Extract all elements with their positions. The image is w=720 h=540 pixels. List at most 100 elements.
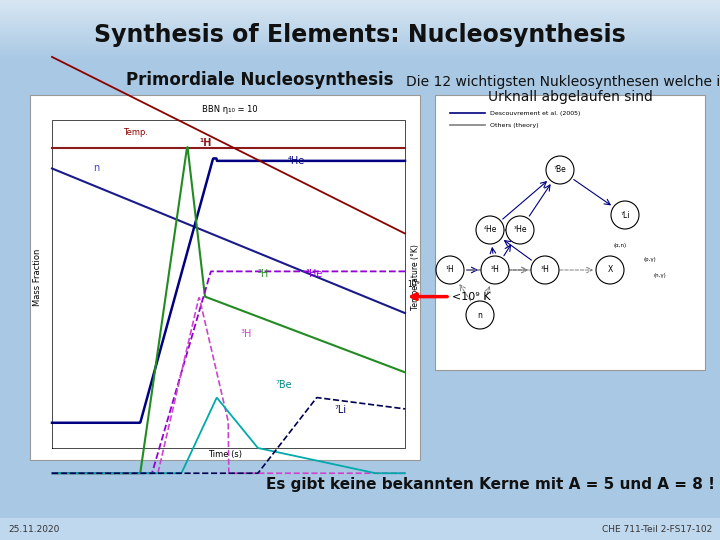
Text: (p,γ): (p,γ) [644,258,657,262]
Bar [0,11,720,12]
Bar [0,47,720,48]
Bar [0,52,720,53]
Bar [0,54,720,55]
Bar [0,10,720,11]
Bar [0,6,720,7]
Text: Temperature (°K): Temperature (°K) [410,245,420,310]
Circle shape [436,256,464,284]
Circle shape [481,256,509,284]
Text: ⁷Li: ⁷Li [334,405,346,415]
Bar [0,33,720,34]
Bar [0,16,720,17]
Text: <10⁹ K: <10⁹ K [452,292,490,302]
Text: 25.11.2020: 25.11.2020 [8,524,59,534]
Bar [0,2,720,3]
Bar [0,36,720,37]
Bar [0,23,720,24]
Text: ²H: ²H [490,266,500,274]
Bar [0,26,720,27]
Text: ⁷Be: ⁷Be [554,165,567,174]
Bar [0,518,720,540]
Text: Temp.: Temp. [122,128,148,137]
Bar [0,14,720,15]
Bar [0,4,720,5]
Bar [0,13,720,14]
Text: ²H: ²H [258,269,269,279]
Bar [0,40,720,41]
Text: ⁷Be: ⁷Be [276,380,292,390]
Bar [0,44,720,45]
Text: ⁴He: ⁴He [483,226,497,234]
Bar [435,95,705,370]
Bar [0,49,720,50]
Bar [0,50,720,51]
Text: n: n [93,163,99,173]
Bar [0,58,720,59]
Bar [0,35,720,36]
Bar [0,41,720,42]
Bar [0,21,720,22]
Text: Time (s): Time (s) [208,450,242,460]
Bar [0,31,720,32]
Bar [0,0,720,1]
Text: ⁴He: ⁴He [287,156,305,166]
Bar [0,53,720,54]
Text: ³He: ³He [513,226,527,234]
Bar [0,57,720,58]
Bar [0,30,720,31]
Bar [30,95,420,460]
Bar [0,1,720,2]
Text: Urknall abgelaufen sind: Urknall abgelaufen sind [487,90,652,104]
Text: Es gibt keine bekannten Kerne mit A = 5 und A = 8 !: Es gibt keine bekannten Kerne mit A = 5 … [266,477,714,492]
Bar [0,3,720,4]
Circle shape [466,301,494,329]
Bar [0,45,720,46]
Bar [0,34,720,35]
Bar [0,7,720,8]
Bar [0,42,720,43]
Text: Primordiale Nucleosynthesis: Primordiale Nucleosynthesis [126,71,394,89]
Text: ⁷Li: ⁷Li [620,211,630,219]
Text: X: X [608,266,613,274]
Bar [0,12,720,13]
Text: Others (theory): Others (theory) [490,123,539,127]
Circle shape [596,256,624,284]
Bar [0,46,720,47]
Bar [0,37,720,38]
Bar [0,43,720,44]
Bar [0,8,720,9]
Text: Mass Fraction: Mass Fraction [34,249,42,306]
Text: ¹H: ¹H [199,138,212,149]
Text: Die 12 wichtigsten Nukleosynthesen welche im: Die 12 wichtigsten Nukleosynthesen welch… [406,75,720,89]
Bar [0,5,720,6]
Bar [0,18,720,19]
Bar [0,38,720,39]
Bar [0,55,720,56]
Text: ³H: ³H [541,266,549,274]
Bar [0,15,720,16]
Bar [0,28,720,29]
Circle shape [531,256,559,284]
Bar [0,20,720,21]
Circle shape [546,156,574,184]
Text: ³H: ³H [240,329,252,340]
Text: (α,n): (α,n) [613,242,626,247]
Bar [0,39,720,40]
Text: ³He: ³He [305,269,323,279]
Text: 10⁹: 10⁹ [407,280,420,288]
Text: ¹H: ¹H [446,266,454,274]
Bar [0,22,720,23]
Text: CHE 711-Teil 2-FS17-102: CHE 711-Teil 2-FS17-102 [602,524,712,534]
Bar [0,56,720,57]
Text: n: n [477,310,482,320]
Bar [0,48,720,49]
Text: Synthesis of Elements: Nucleosynthesis: Synthesis of Elements: Nucleosynthesis [94,23,626,47]
Bar [0,19,720,20]
Circle shape [506,216,534,244]
Bar [0,27,720,28]
Bar [0,59,720,60]
Circle shape [476,216,504,244]
Bar [0,9,720,10]
Bar [0,25,720,26]
Circle shape [611,201,639,229]
